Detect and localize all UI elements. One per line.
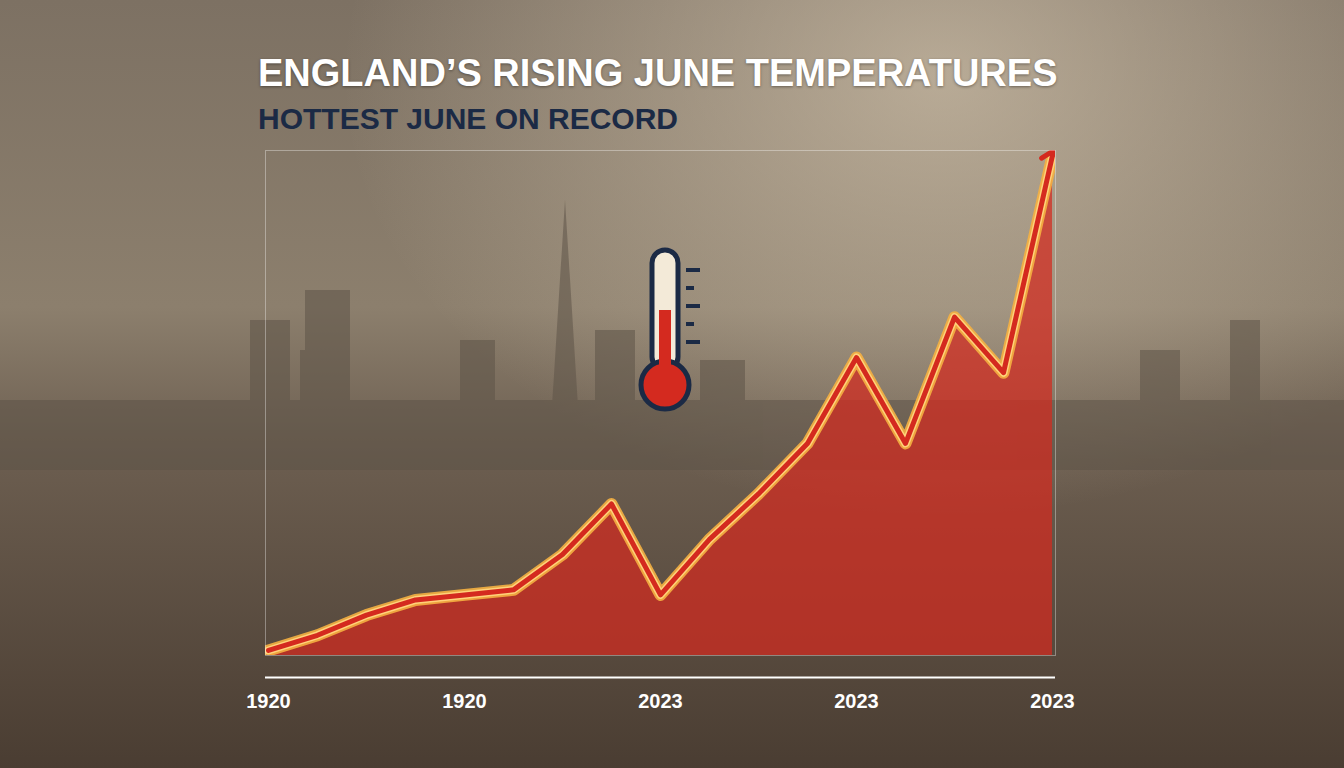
svg-text:2023: 2023 bbox=[1030, 690, 1075, 712]
svg-text:1920: 1920 bbox=[246, 690, 291, 712]
html-text:ENGLAND’S RISING JUNE TEMPERAT: ENGLAND’S RISING JUNE TEMPERATURES bbox=[258, 52, 1058, 94]
svg-text:2023: 2023 bbox=[834, 690, 879, 712]
svg-text:2023: 2023 bbox=[638, 690, 683, 712]
html-text:HOTTEST JUNE ON RECORD: HOTTEST JUNE ON RECORD bbox=[258, 102, 678, 135]
svg-text:1920: 1920 bbox=[442, 690, 487, 712]
